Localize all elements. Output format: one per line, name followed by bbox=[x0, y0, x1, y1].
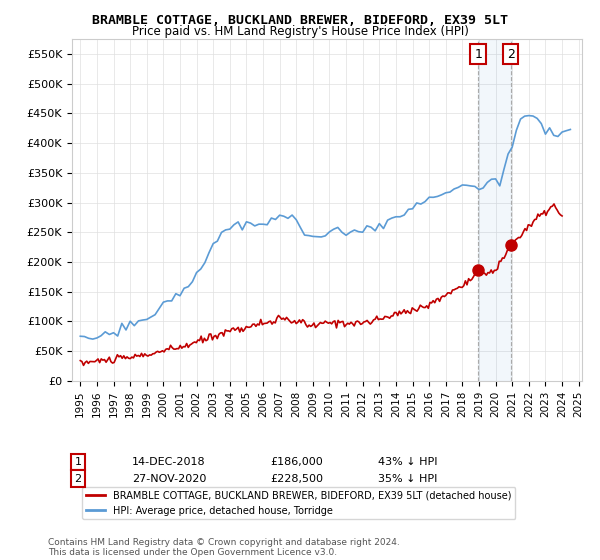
Text: 35% ↓ HPI: 35% ↓ HPI bbox=[378, 474, 437, 484]
Text: £228,500: £228,500 bbox=[270, 474, 323, 484]
Text: 43% ↓ HPI: 43% ↓ HPI bbox=[378, 457, 437, 467]
Text: 1: 1 bbox=[474, 48, 482, 60]
Text: 2: 2 bbox=[74, 474, 82, 484]
Legend: BRAMBLE COTTAGE, BUCKLAND BREWER, BIDEFORD, EX39 5LT (detached house), HPI: Aver: BRAMBLE COTTAGE, BUCKLAND BREWER, BIDEFO… bbox=[82, 487, 515, 520]
Text: 1: 1 bbox=[74, 457, 82, 467]
Text: Contains HM Land Registry data © Crown copyright and database right 2024.
This d: Contains HM Land Registry data © Crown c… bbox=[48, 538, 400, 557]
Bar bbox=[478, 39, 511, 381]
Text: Price paid vs. HM Land Registry's House Price Index (HPI): Price paid vs. HM Land Registry's House … bbox=[131, 25, 469, 38]
Text: 14-DEC-2018: 14-DEC-2018 bbox=[132, 457, 206, 467]
Text: £186,000: £186,000 bbox=[270, 457, 323, 467]
Text: 2: 2 bbox=[506, 48, 515, 60]
Text: BRAMBLE COTTAGE, BUCKLAND BREWER, BIDEFORD, EX39 5LT: BRAMBLE COTTAGE, BUCKLAND BREWER, BIDEFO… bbox=[92, 14, 508, 27]
Text: 27-NOV-2020: 27-NOV-2020 bbox=[132, 474, 206, 484]
